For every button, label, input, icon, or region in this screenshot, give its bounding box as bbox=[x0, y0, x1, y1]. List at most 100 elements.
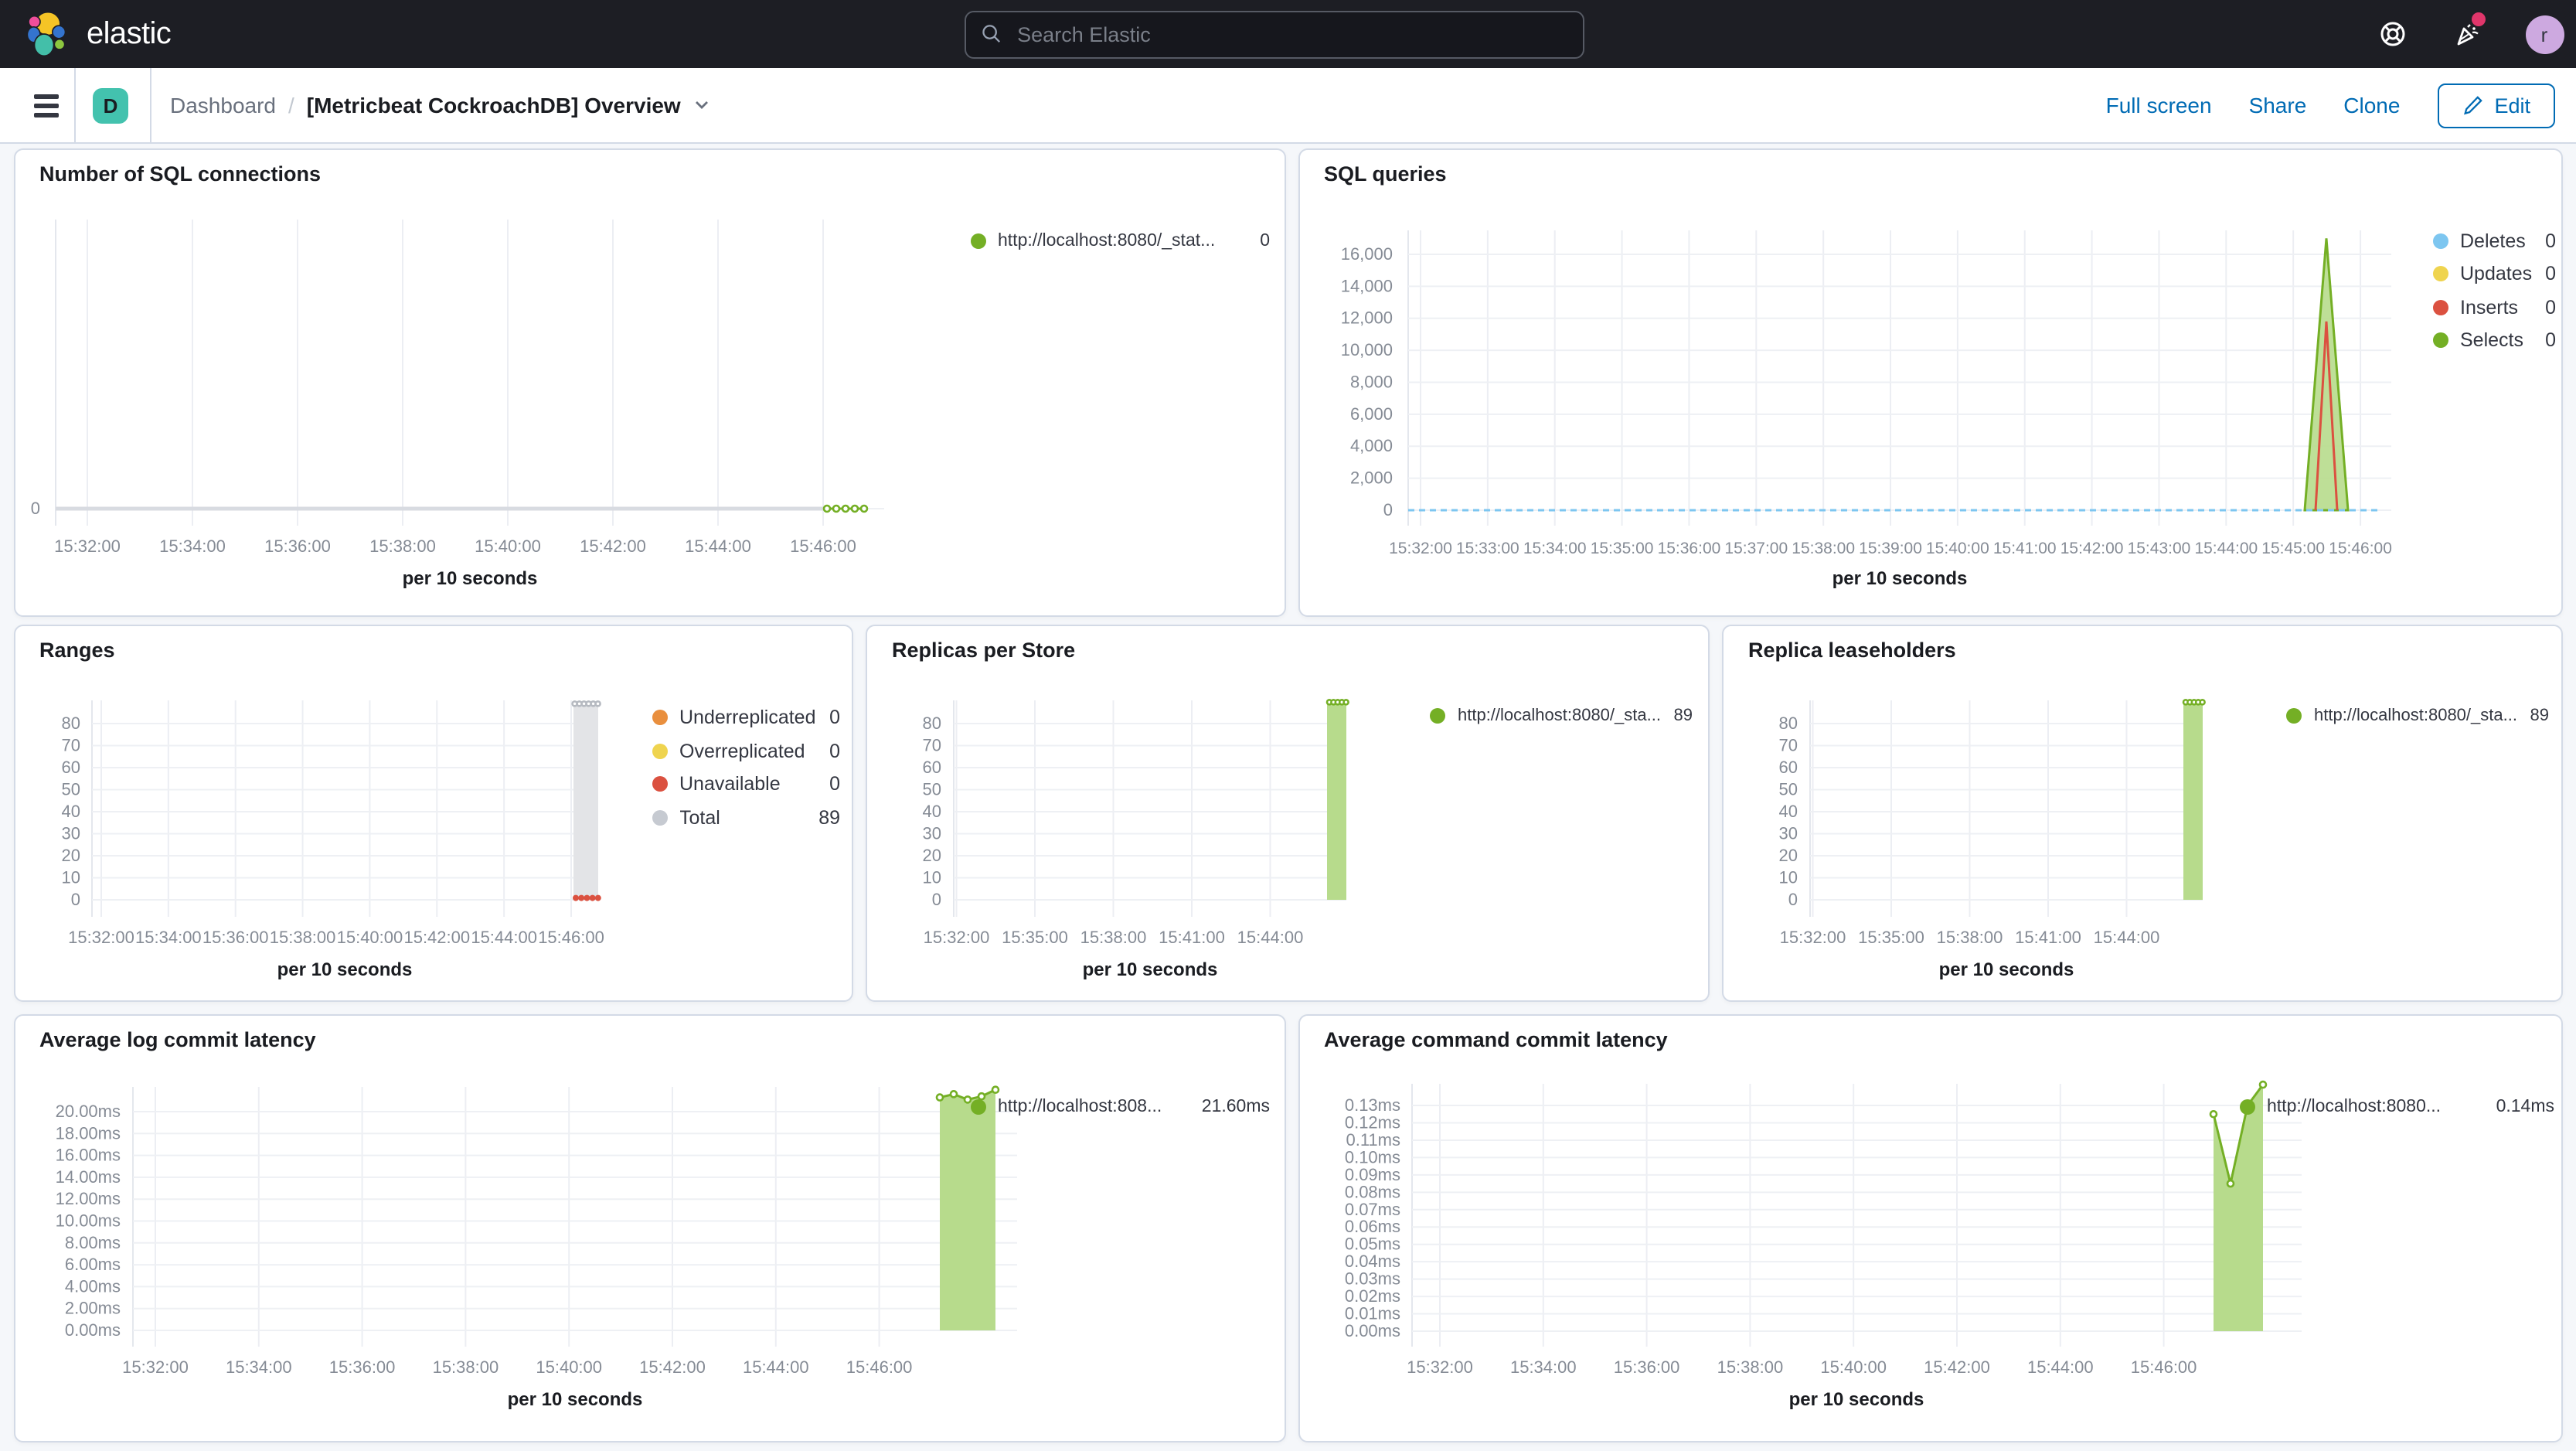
svg-text:15:32:00: 15:32:00 bbox=[53, 536, 120, 555]
user-avatar[interactable]: r bbox=[2525, 15, 2564, 53]
svg-text:15:41:00: 15:41:00 bbox=[2015, 927, 2081, 946]
legend-label: Total bbox=[679, 806, 720, 829]
svg-text:0: 0 bbox=[30, 498, 39, 517]
legend-label: Unavailable bbox=[679, 773, 781, 795]
legend-value: 0 bbox=[829, 773, 840, 795]
legend-value: 89 bbox=[2530, 707, 2550, 726]
svg-text:per 10 seconds: per 10 seconds bbox=[1832, 567, 1967, 588]
panel-title[interactable]: Ranges bbox=[39, 638, 115, 661]
x-axis-labels: 15:32:00 15:34:00 15:36:00 15:38:00 15:40:00… bbox=[121, 1357, 911, 1377]
svg-text:per 10 seconds: per 10 seconds bbox=[1083, 959, 1218, 979]
chart-avg-log-commit-latency: 0.00ms 2.00ms 4.00ms 6.00ms 8.00ms 10.00ms 12.… bbox=[55, 1085, 1016, 1410]
svg-text:50: 50 bbox=[1779, 779, 1798, 799]
full-screen-button[interactable]: Full screen bbox=[2105, 93, 2212, 118]
legend-item[interactable]: http://localhost:808... 21.60ms bbox=[970, 1091, 1270, 1124]
clone-button[interactable]: Clone bbox=[2343, 93, 2401, 118]
svg-text:15:38:00: 15:38:00 bbox=[269, 927, 335, 946]
chevron-down-icon[interactable] bbox=[693, 96, 712, 114]
svg-text:16,000: 16,000 bbox=[1340, 244, 1392, 263]
chart-legend: http://localhost:8080/_sta... 89 bbox=[2286, 700, 2549, 733]
top-header-bar: elastic r bbox=[0, 0, 2576, 68]
search-input[interactable] bbox=[1014, 21, 1567, 47]
legend-item[interactable]: Overreplicated 0 bbox=[652, 734, 840, 768]
svg-text:10: 10 bbox=[923, 867, 941, 887]
svg-text:15:40:00: 15:40:00 bbox=[535, 1357, 601, 1377]
y-axis-labels: 0 2,000 4,000 6,000 8,000 10,000 12,000 14,000 1… bbox=[1340, 244, 1392, 519]
legend-item[interactable]: http://localhost:8080... 0.14ms bbox=[2239, 1091, 2554, 1124]
chart-legend: http://localhost:8080/_sta... 89 bbox=[1430, 700, 1693, 733]
svg-text:0.03ms: 0.03ms bbox=[1344, 1269, 1400, 1289]
svg-text:60: 60 bbox=[1779, 757, 1798, 776]
svg-text:0: 0 bbox=[1383, 499, 1392, 519]
svg-text:15:36:00: 15:36:00 bbox=[1657, 539, 1720, 557]
legend-item[interactable]: http://localhost:8080/_stat... 0 bbox=[970, 224, 1270, 257]
svg-text:15:44:00: 15:44:00 bbox=[2094, 927, 2160, 946]
edit-button[interactable]: Edit bbox=[2437, 83, 2555, 128]
svg-text:15:32:00: 15:32:00 bbox=[1780, 927, 1846, 946]
panel-sql-connections: Number of SQL connections 0 15:32:00 15:34… bbox=[13, 148, 1285, 616]
svg-text:15:38:00: 15:38:00 bbox=[1080, 927, 1147, 946]
legend-label: http://localhost:8080/_stat... bbox=[998, 231, 1216, 250]
legend-item[interactable]: Total 89 bbox=[652, 801, 840, 834]
svg-text:15:46:00: 15:46:00 bbox=[2130, 1357, 2197, 1377]
legend-label: Updates bbox=[2460, 263, 2533, 285]
legend-item[interactable]: Selects 0 bbox=[2432, 324, 2556, 357]
panel-title[interactable]: Average log commit latency bbox=[39, 1028, 316, 1051]
panel-title[interactable]: SQL queries bbox=[1324, 162, 1447, 185]
gridlines bbox=[1809, 700, 2203, 916]
legend-value: 0 bbox=[2545, 329, 2556, 352]
svg-text:8,000: 8,000 bbox=[1349, 371, 1392, 390]
panel-title[interactable]: Replicas per Store bbox=[892, 638, 1076, 661]
newsfeed-party-popper-icon[interactable] bbox=[2453, 20, 2481, 48]
legend-item[interactable]: http://localhost:8080/_sta... 89 bbox=[1430, 700, 1693, 733]
legend-item[interactable]: Inserts 0 bbox=[2432, 291, 2556, 324]
y-axis-labels: 0 10 20 30 40 50 60 70 80 bbox=[1779, 713, 1798, 908]
panel-title[interactable]: Number of SQL connections bbox=[39, 162, 322, 185]
legend-swatch bbox=[652, 809, 667, 826]
help-icon[interactable] bbox=[2379, 20, 2407, 48]
divider bbox=[74, 68, 76, 142]
chart-legend: http://localhost:8080... 0.14ms bbox=[2239, 1091, 2554, 1124]
panel-title[interactable]: Replica leaseholders bbox=[1748, 638, 1956, 661]
x-axis-title: per 10 seconds bbox=[1788, 1389, 1924, 1410]
x-axis-title: per 10 seconds bbox=[507, 1389, 642, 1410]
svg-text:15:46:00: 15:46:00 bbox=[789, 536, 856, 555]
breadcrumb-dashboard-link[interactable]: Dashboard bbox=[170, 93, 276, 118]
legend-swatch bbox=[2432, 266, 2448, 282]
menu-hamburger-icon[interactable] bbox=[34, 94, 59, 118]
x-axis-labels: 15:32:00 15:34:00 15:36:00 15:38:00 15:40:00… bbox=[53, 536, 856, 555]
share-button[interactable]: Share bbox=[2248, 93, 2307, 118]
legend-item[interactable]: Unavailable 0 bbox=[652, 768, 840, 801]
legend-item[interactable]: Underreplicated 0 bbox=[652, 701, 840, 734]
global-search[interactable] bbox=[965, 10, 1584, 58]
panel-title[interactable]: Average command commit latency bbox=[1324, 1028, 1668, 1051]
svg-text:15:41:00: 15:41:00 bbox=[1992, 539, 2056, 557]
svg-text:4,000: 4,000 bbox=[1349, 435, 1392, 455]
legend-item[interactable]: http://localhost:8080/_sta... 89 bbox=[2286, 700, 2549, 733]
breadcrumb-separator: / bbox=[288, 93, 294, 118]
svg-text:14.00ms: 14.00ms bbox=[55, 1167, 120, 1187]
svg-text:15:35:00: 15:35:00 bbox=[1002, 927, 1068, 946]
y-axis-labels: 0 bbox=[30, 498, 39, 517]
gridlines bbox=[54, 219, 883, 525]
svg-text:0.13ms: 0.13ms bbox=[1344, 1095, 1400, 1115]
legend-item[interactable]: Deletes 0 bbox=[2432, 224, 2556, 257]
selects-spike bbox=[2302, 237, 2349, 511]
search-icon bbox=[982, 25, 1001, 43]
legend-swatch bbox=[1430, 708, 1445, 724]
legend-item[interactable]: Updates 0 bbox=[2432, 257, 2556, 291]
svg-text:per 10 seconds: per 10 seconds bbox=[1939, 959, 2074, 979]
svg-text:15:32:00: 15:32:00 bbox=[1388, 539, 1451, 557]
svg-text:15:32:00: 15:32:00 bbox=[67, 927, 134, 946]
gridlines bbox=[1407, 230, 2391, 525]
latency-area bbox=[939, 1089, 995, 1330]
x-axis-labels: 15:32:00 15:34:00 15:36:00 15:38:00 15:40:00… bbox=[67, 927, 604, 946]
space-badge[interactable]: D bbox=[93, 88, 128, 124]
svg-text:15:44:00: 15:44:00 bbox=[470, 927, 536, 946]
panel-ranges: Ranges 0 10 20 30 40 50 60 70 80 15:32:00 15:34:00… bbox=[13, 624, 852, 1002]
svg-text:2.00ms: 2.00ms bbox=[64, 1299, 120, 1318]
elastic-logo[interactable]: elastic bbox=[25, 11, 172, 57]
svg-text:15:34:00: 15:34:00 bbox=[134, 927, 201, 946]
svg-text:40: 40 bbox=[1779, 801, 1798, 820]
svg-text:0.12ms: 0.12ms bbox=[1344, 1112, 1400, 1132]
